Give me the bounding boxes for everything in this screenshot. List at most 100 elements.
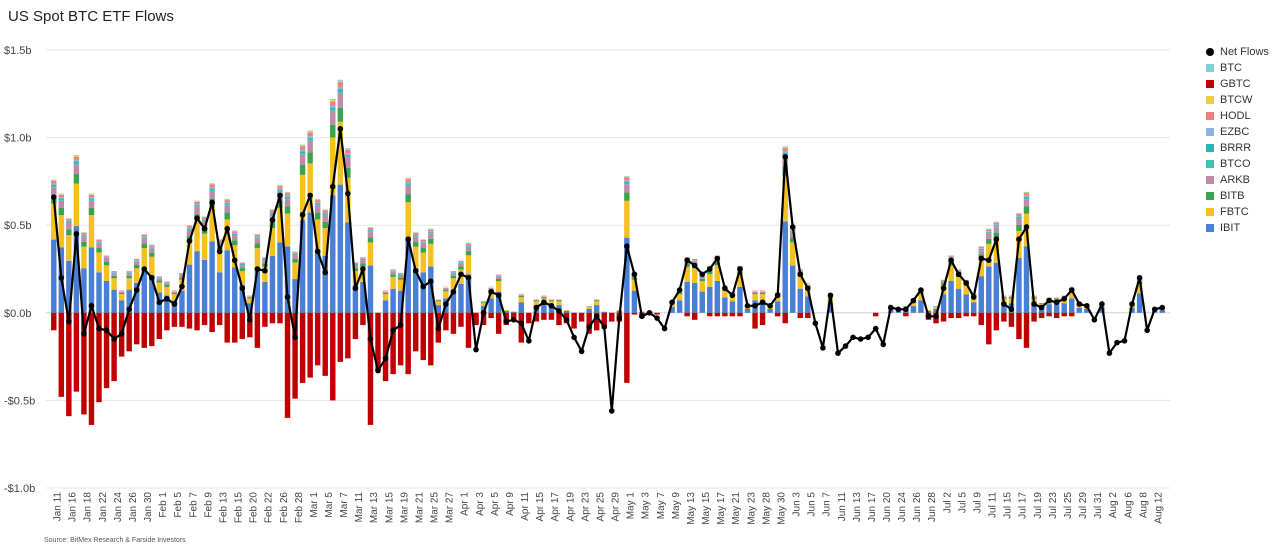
- bar-bitb: [435, 300, 442, 302]
- bar-arkb: [405, 185, 411, 195]
- bar-gbtc: [194, 312, 200, 331]
- legend-swatch: [1206, 112, 1214, 120]
- bar-ibit: [699, 291, 705, 313]
- bar-hodl: [993, 222, 1000, 225]
- bar-ibit: [96, 272, 102, 313]
- bar-arkb: [149, 248, 155, 253]
- bar-gbtc: [1038, 312, 1045, 319]
- bar-fbtc: [337, 121, 344, 185]
- net-flow-point: [752, 302, 758, 309]
- legend-item: ARKB: [1206, 172, 1269, 188]
- bar-hodl: [450, 271, 457, 273]
- net-flow-point: [58, 274, 65, 281]
- bar-bitb: [986, 238, 992, 244]
- bar-bitb: [1053, 298, 1060, 300]
- net-flow-point: [427, 278, 434, 285]
- net-flow-point: [156, 299, 163, 306]
- bar-btcw: [284, 192, 291, 194]
- bar-ibit: [81, 268, 87, 313]
- bar-brrr: [993, 225, 1000, 227]
- bar-ibit: [548, 305, 555, 313]
- bar-fbtc: [96, 252, 102, 273]
- net-flow-point: [345, 190, 351, 197]
- net-flow-point: [880, 341, 887, 348]
- bar-gbtc: [1061, 312, 1067, 317]
- bar-hodl: [420, 239, 426, 242]
- bar-btc: [194, 200, 200, 202]
- bar-ezbc: [239, 263, 245, 265]
- bar-brrr: [314, 203, 321, 205]
- x-tick-label: Aug 6: [1123, 492, 1134, 519]
- bar-hodl: [465, 243, 472, 245]
- bar-ibit: [330, 195, 336, 313]
- bar-btc: [299, 144, 306, 146]
- bar-gbtc: [164, 312, 170, 331]
- x-tick-label: Mar 21: [415, 492, 426, 524]
- bar-gbtc: [774, 312, 781, 317]
- bar-fbtc: [73, 183, 80, 227]
- bar-fbtc: [556, 301, 562, 306]
- bar-ezbc: [88, 197, 95, 199]
- legend: Net Flows BTC GBTC BTCW HODL EZBC BRRR BTCO ARKB…: [1206, 44, 1269, 236]
- bar-btco: [209, 189, 215, 191]
- bar-hodl: [345, 149, 351, 154]
- bar-fbtc: [631, 279, 638, 291]
- bar-fbtc: [284, 213, 291, 247]
- x-tick-label: Feb 28: [294, 492, 305, 524]
- net-flow-point: [443, 301, 449, 307]
- bar-arkb: [624, 184, 630, 193]
- bar-hodl: [292, 252, 298, 254]
- bar-arkb: [752, 291, 758, 293]
- net-flow-point: [624, 243, 630, 250]
- net-flow-point: [292, 334, 298, 341]
- bar-bitb: [164, 285, 170, 287]
- bar-brrr: [51, 184, 57, 187]
- net-flow-point: [812, 320, 819, 327]
- bar-gbtc: [149, 312, 155, 347]
- bar-arkb: [488, 288, 494, 290]
- bar-brrr: [277, 190, 283, 192]
- bar-fbtc: [88, 215, 95, 248]
- bar-ezbc: [232, 232, 238, 234]
- bar-gbtc: [1016, 312, 1022, 340]
- bar-gbtc: [963, 312, 969, 317]
- bar-ibit: [737, 286, 743, 313]
- legend-swatch: [1206, 80, 1214, 88]
- x-tick-label: Apr 11: [520, 492, 531, 521]
- net-flow-point: [1129, 301, 1135, 307]
- bar-gbtc: [88, 312, 95, 425]
- bar-fbtc: [978, 258, 984, 277]
- bar-hodl: [782, 148, 788, 152]
- x-tick-label: Feb 13: [218, 492, 229, 524]
- bar-bitb: [111, 275, 117, 279]
- bar-ibit: [450, 289, 457, 313]
- legend-label: BTCO: [1220, 158, 1251, 170]
- x-tick-label: Jul 9: [973, 492, 984, 514]
- net-flow-point: [593, 313, 600, 320]
- bar-ezbc: [782, 151, 788, 154]
- bar-ezbc: [149, 246, 155, 248]
- net-flows-line: [52, 128, 1163, 411]
- bar-ibit: [1084, 308, 1090, 313]
- bar-ibit: [164, 295, 170, 313]
- bar-bitb: [465, 251, 472, 256]
- bar-btco: [194, 206, 200, 208]
- net-flow-point: [1106, 350, 1113, 356]
- bar-arkb: [397, 274, 404, 278]
- bar-gbtc: [103, 312, 110, 389]
- bar-ibit: [458, 283, 464, 313]
- bar-brrr: [58, 198, 65, 200]
- bar-bitb: [156, 280, 163, 283]
- bar-gbtc: [345, 312, 351, 359]
- bar-ibit: [1031, 303, 1037, 313]
- bar-gbtc: [737, 312, 743, 317]
- bar-btco: [330, 109, 336, 112]
- bar-btco: [96, 242, 102, 244]
- bar-ibit: [827, 303, 834, 313]
- bar-ezbc: [134, 260, 140, 261]
- bar-btco: [239, 264, 245, 266]
- bar-btc: [330, 99, 336, 101]
- bar-gbtc: [940, 312, 947, 322]
- bar-ibit: [247, 303, 253, 313]
